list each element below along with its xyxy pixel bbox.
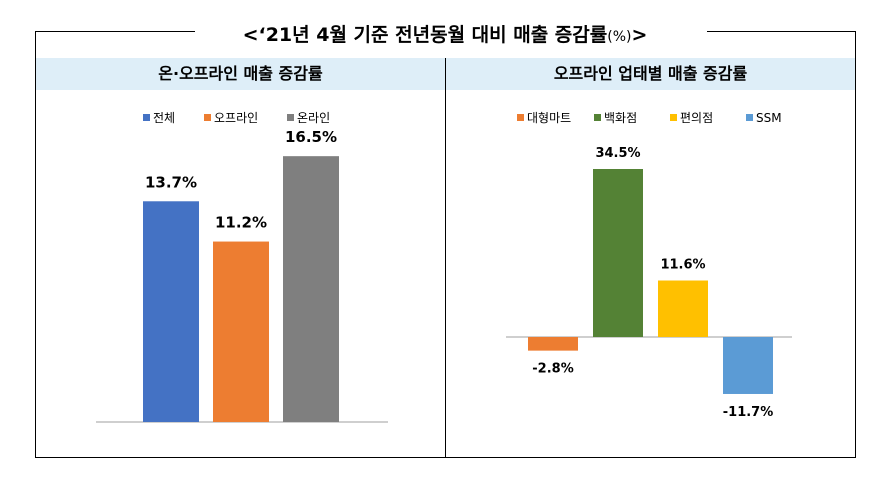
legend-swatch (204, 114, 211, 121)
right-chart: 대형마트 백화점 편의점 SSM -2.8% 34.5% 11.6% -11.7% (506, 111, 792, 420)
title-prefix: < (242, 24, 259, 46)
frame-left (35, 31, 36, 458)
frame-bottom (35, 457, 856, 458)
page-title: <‘21년 4월 기준 전년동월 대비 매출 증감률(%)> (0, 20, 890, 47)
data-label: 34.5% (595, 146, 640, 161)
data-label: -11.7% (723, 405, 774, 420)
title-suffix: > (631, 24, 648, 46)
legend-swatch (287, 114, 294, 121)
data-label: 11.6% (660, 258, 705, 273)
bar (528, 337, 578, 351)
bar (143, 201, 199, 422)
data-label: 13.7% (145, 173, 197, 191)
bar (723, 337, 773, 394)
data-label: -2.8% (532, 362, 573, 377)
title-text: ‘21년 4월 기준 전년동월 대비 매출 증감률 (258, 24, 608, 46)
legend-swatch (517, 114, 524, 121)
left-chart-title: 온·오프라인 매출 증감률 (36, 58, 445, 90)
bar (213, 241, 269, 422)
frame-right (855, 31, 856, 458)
legend-label: 전체 (153, 111, 175, 125)
bar (593, 169, 643, 337)
frame-top-left (35, 31, 195, 32)
left-chart: 전체 오프라인 온라인 13.7% 11.2% 16.5% (96, 111, 388, 423)
frame-top-right (707, 31, 856, 32)
data-label: 16.5% (285, 128, 337, 146)
right-chart-title: 오프라인 업태별 매출 증감률 (446, 58, 855, 90)
legend-label: 오프라인 (214, 111, 258, 125)
data-label: 11.2% (215, 214, 267, 232)
title-unit: (%) (607, 29, 632, 45)
frame-divider (445, 58, 446, 457)
legend-label: 대형마트 (527, 111, 571, 125)
legend-label: 편의점 (680, 111, 713, 125)
bar (658, 280, 708, 337)
legend-swatch (670, 114, 677, 121)
legend-swatch (746, 114, 753, 121)
legend-label: 백화점 (604, 111, 637, 125)
legend-swatch (143, 114, 150, 121)
legend-label: SSM (756, 111, 782, 125)
legend-swatch (594, 114, 601, 121)
bar (283, 156, 339, 422)
legend-label: 온라인 (297, 111, 330, 125)
